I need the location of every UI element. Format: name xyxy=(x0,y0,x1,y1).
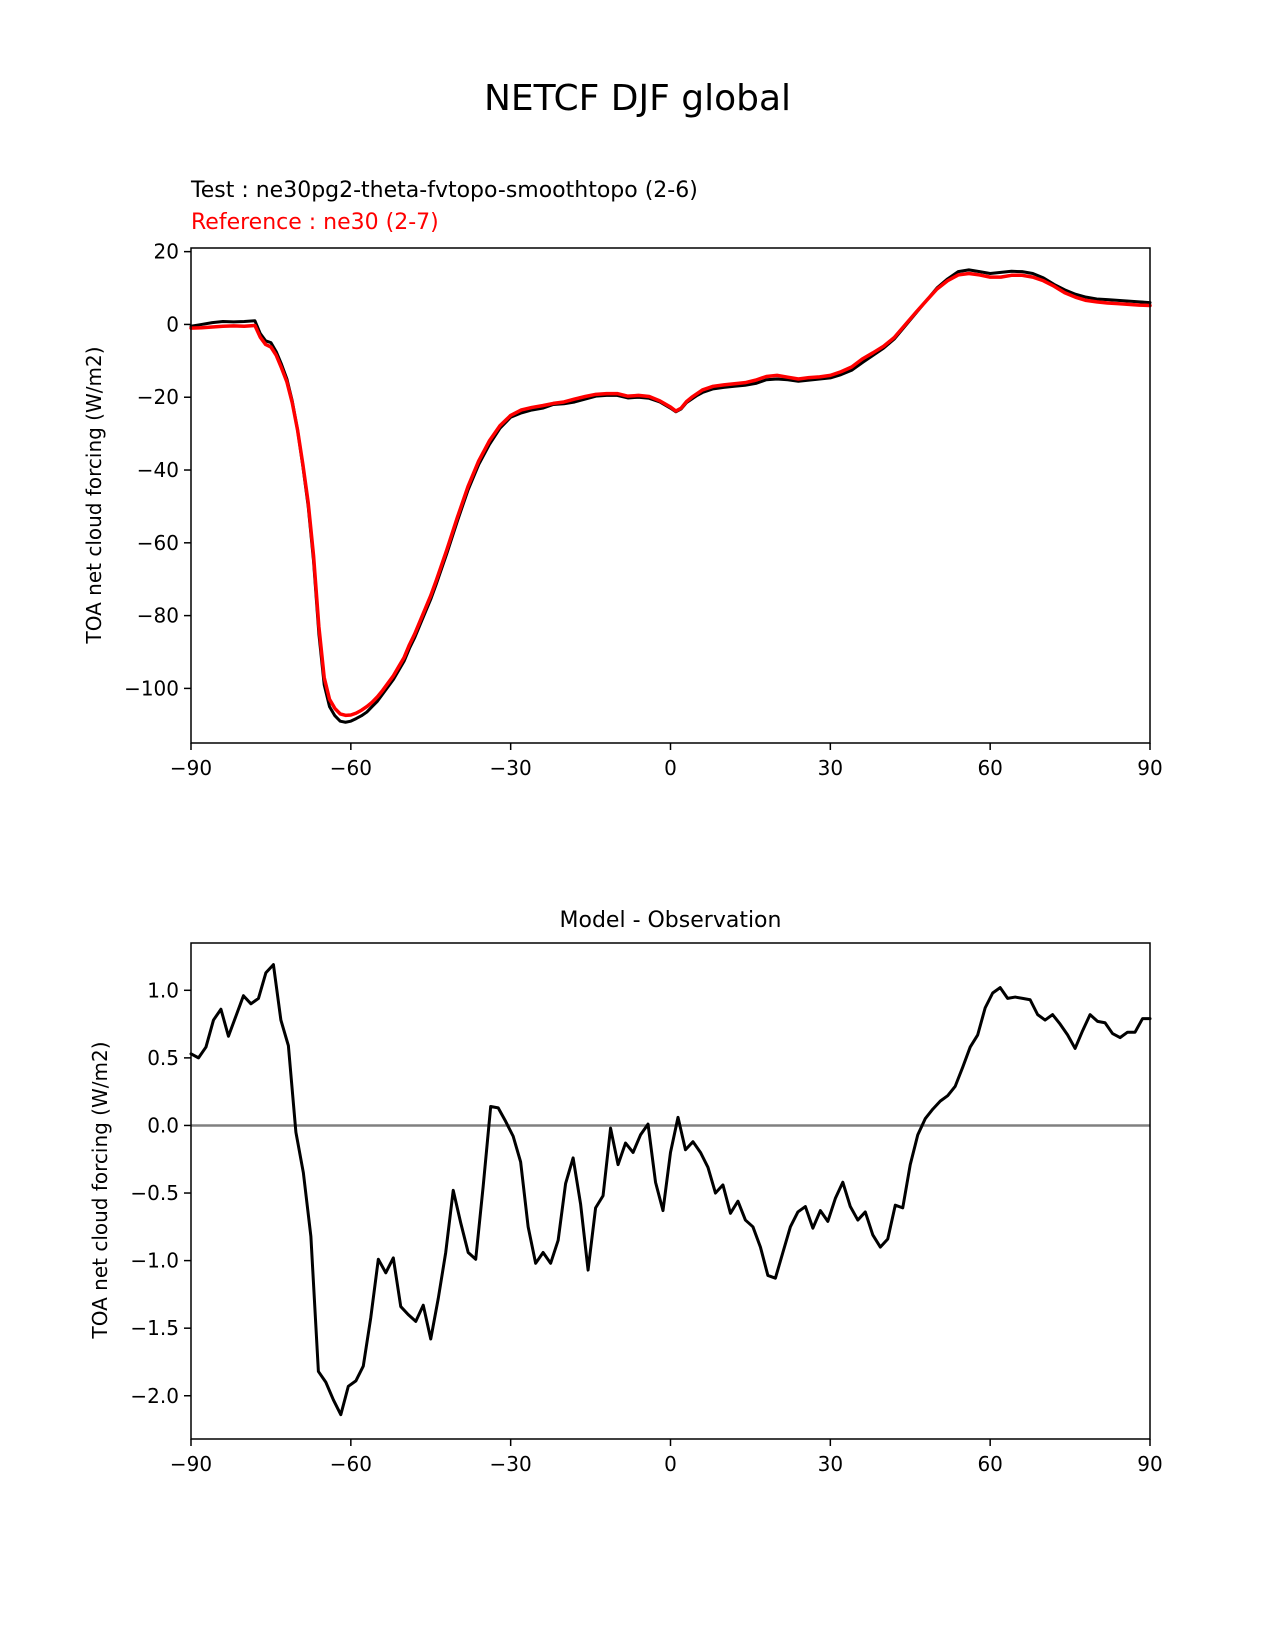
bottom-panel: Model - Observation TOA net cloud forcin… xyxy=(88,908,1163,1476)
bottom-panel-frame xyxy=(190,942,1151,1440)
top-panel-test-label: Test : ne30pg2-theta-fvtopo-smoothtopo (… xyxy=(190,178,698,203)
top-panel-frame xyxy=(190,247,1151,744)
bottom-panel-title: Model - Observation xyxy=(560,908,782,933)
top-y-tick-label: −20 xyxy=(137,385,179,409)
bottom-x-tick-label: −30 xyxy=(490,1452,532,1476)
top-y-tick-label: −80 xyxy=(137,604,179,628)
top-x-tick-label: −90 xyxy=(170,756,212,780)
bottom-y-tick-label: 0.5 xyxy=(147,1046,179,1070)
figure-title: NETCF DJF global xyxy=(484,78,791,119)
top-x-tick-label: 0 xyxy=(664,756,677,780)
bottom-x-tick-label: −90 xyxy=(170,1452,212,1476)
bottom-y-tick-label: 0.0 xyxy=(147,1113,179,1137)
bottom-y-tick-label: −1.0 xyxy=(130,1249,179,1273)
top-x-tick-label: −60 xyxy=(330,756,372,780)
bottom-x-tick-label: −60 xyxy=(330,1452,372,1476)
top-panel-series xyxy=(189,268,1152,724)
top-panel-reference-label: Reference : ne30 (2-7) xyxy=(191,210,439,235)
bottom-panel-series xyxy=(189,963,1152,1417)
top-y-tick-label: 0 xyxy=(166,312,179,336)
bottom-panel-y-axis-label: TOA net cloud forcing (W/m2) xyxy=(88,1041,112,1339)
bottom-x-tick-label: 30 xyxy=(818,1452,843,1476)
bottom-y-tick-label: −0.5 xyxy=(130,1181,179,1205)
top-x-tick-label: 30 xyxy=(818,756,843,780)
top-panel: Test : ne30pg2-theta-fvtopo-smoothtopo (… xyxy=(82,178,1163,780)
bottom-series-line-test xyxy=(189,963,1152,1417)
top-y-tick-label: 20 xyxy=(154,240,179,264)
top-panel-y-axis-label: TOA net cloud forcing (W/m2) xyxy=(82,346,106,644)
bottom-panel-ticks: −90 −60 −30 0 30 60 90 1.0 0.5 0.0 −0.5 −1.0 −1.5 −2.… xyxy=(130,978,1162,1476)
top-y-tick-label: −100 xyxy=(124,676,179,700)
top-series-line-test xyxy=(189,268,1152,724)
top-series-line-reference xyxy=(189,271,1152,718)
bottom-x-tick-label: 60 xyxy=(977,1452,1002,1476)
bottom-y-tick-label: 1.0 xyxy=(147,978,179,1002)
top-panel-ticks: −90 −60 −30 0 30 60 90 20 0 −20 −40 −60 −80 −100 xyxy=(124,240,1163,780)
top-y-tick-label: −40 xyxy=(137,458,179,482)
bottom-x-tick-label: 0 xyxy=(664,1452,677,1476)
bottom-x-tick-label: 90 xyxy=(1137,1452,1162,1476)
top-y-tick-label: −60 xyxy=(137,531,179,555)
bottom-y-tick-label: −1.5 xyxy=(130,1316,179,1340)
bottom-y-tick-label: −2.0 xyxy=(130,1384,179,1408)
top-x-tick-label: 60 xyxy=(977,756,1002,780)
top-x-tick-label: 90 xyxy=(1137,756,1162,780)
top-x-tick-label: −30 xyxy=(490,756,532,780)
